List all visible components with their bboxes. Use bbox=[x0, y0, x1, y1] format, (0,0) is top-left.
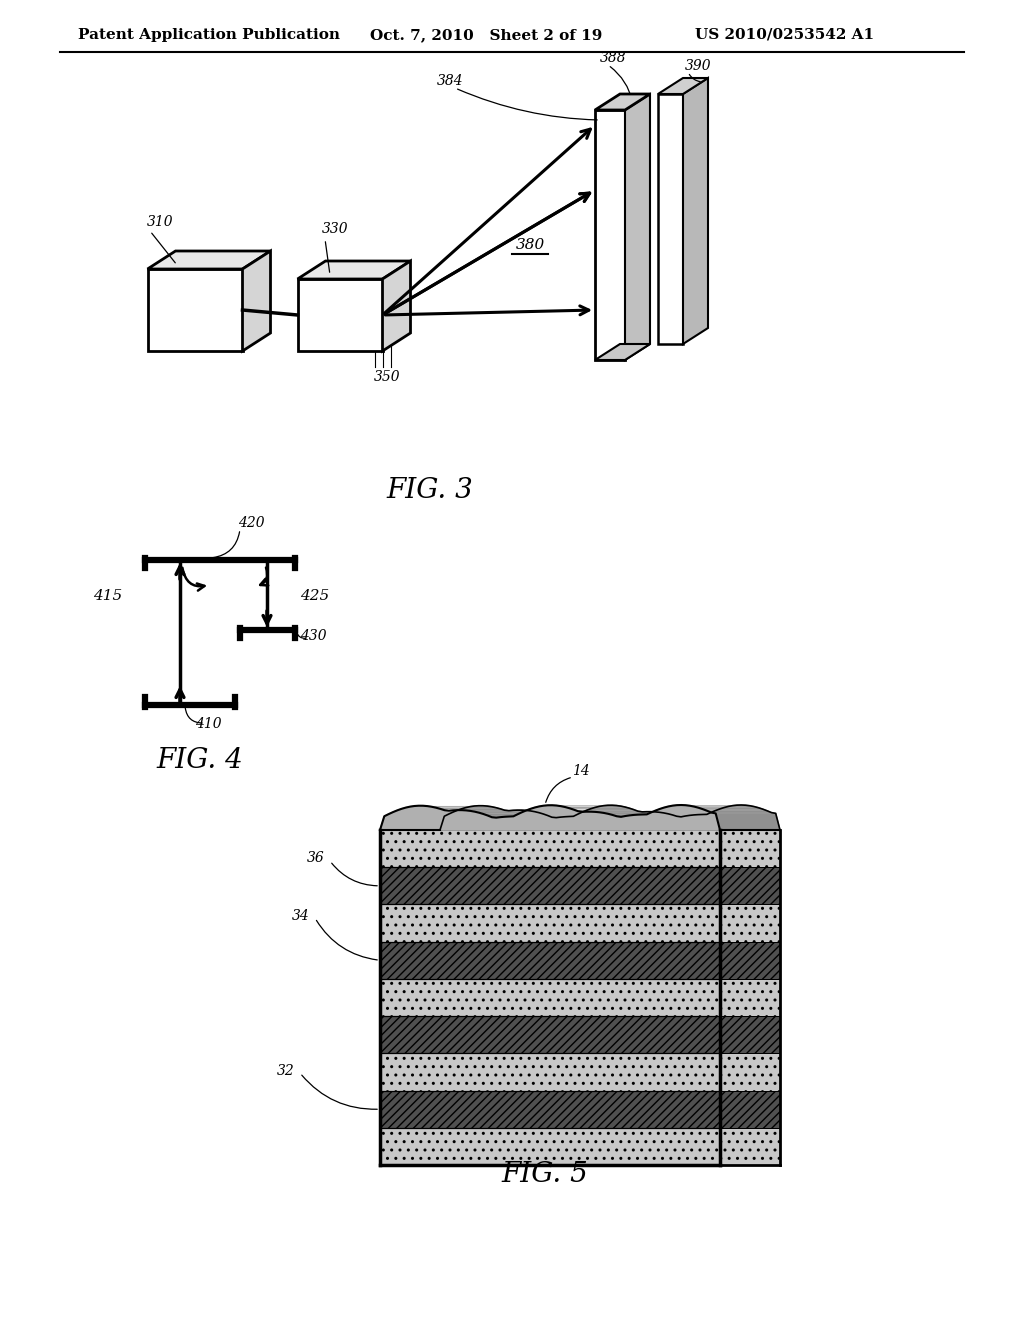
Polygon shape bbox=[683, 78, 708, 345]
Polygon shape bbox=[702, 809, 767, 810]
Polygon shape bbox=[380, 867, 720, 904]
Polygon shape bbox=[651, 810, 716, 812]
Polygon shape bbox=[380, 904, 720, 941]
Polygon shape bbox=[513, 814, 578, 816]
Text: 425: 425 bbox=[300, 589, 330, 603]
Polygon shape bbox=[720, 941, 780, 979]
Text: 36: 36 bbox=[307, 851, 325, 865]
Text: 430: 430 bbox=[300, 630, 327, 643]
Polygon shape bbox=[720, 1090, 780, 1127]
Polygon shape bbox=[440, 805, 780, 830]
Text: 415: 415 bbox=[93, 589, 122, 603]
Text: 350: 350 bbox=[374, 370, 400, 384]
Polygon shape bbox=[380, 1053, 720, 1090]
Polygon shape bbox=[720, 830, 780, 867]
Polygon shape bbox=[147, 269, 243, 351]
Text: 34: 34 bbox=[292, 909, 310, 923]
Polygon shape bbox=[659, 808, 724, 809]
Text: 380: 380 bbox=[515, 238, 545, 252]
Polygon shape bbox=[380, 830, 720, 867]
Polygon shape bbox=[393, 810, 457, 812]
Polygon shape bbox=[298, 279, 383, 351]
Polygon shape bbox=[487, 816, 552, 817]
Polygon shape bbox=[522, 810, 587, 812]
Polygon shape bbox=[720, 979, 780, 1016]
Text: 330: 330 bbox=[322, 222, 348, 236]
Text: Oct. 7, 2010   Sheet 2 of 19: Oct. 7, 2010 Sheet 2 of 19 bbox=[370, 28, 602, 42]
Polygon shape bbox=[720, 1016, 780, 1053]
Polygon shape bbox=[384, 814, 449, 816]
Text: 388: 388 bbox=[600, 51, 627, 65]
Polygon shape bbox=[243, 251, 270, 351]
Polygon shape bbox=[573, 809, 638, 812]
Text: 384: 384 bbox=[436, 74, 463, 88]
Polygon shape bbox=[720, 1127, 780, 1166]
Polygon shape bbox=[380, 1016, 720, 1053]
Polygon shape bbox=[595, 110, 625, 360]
Text: 14: 14 bbox=[572, 764, 590, 777]
Text: US 2010/0253542 A1: US 2010/0253542 A1 bbox=[695, 28, 874, 42]
Polygon shape bbox=[380, 1127, 720, 1166]
Polygon shape bbox=[147, 251, 270, 269]
Polygon shape bbox=[595, 345, 650, 360]
Polygon shape bbox=[720, 1053, 780, 1090]
Text: Patent Application Publication: Patent Application Publication bbox=[78, 28, 340, 42]
Polygon shape bbox=[595, 94, 650, 110]
Polygon shape bbox=[298, 261, 411, 279]
Polygon shape bbox=[530, 808, 595, 809]
Polygon shape bbox=[380, 979, 720, 1016]
Text: 32: 32 bbox=[278, 1064, 295, 1078]
Polygon shape bbox=[658, 78, 708, 94]
Polygon shape bbox=[720, 904, 780, 941]
Text: 410: 410 bbox=[195, 717, 221, 731]
Polygon shape bbox=[383, 261, 411, 351]
Polygon shape bbox=[380, 805, 720, 830]
Text: 390: 390 bbox=[685, 59, 712, 73]
Text: 310: 310 bbox=[147, 215, 174, 228]
Polygon shape bbox=[658, 94, 683, 345]
Text: 420: 420 bbox=[238, 516, 264, 531]
Polygon shape bbox=[625, 94, 650, 360]
Text: FIG. 4: FIG. 4 bbox=[157, 747, 244, 774]
Polygon shape bbox=[720, 867, 780, 904]
Text: FIG. 5: FIG. 5 bbox=[502, 1162, 589, 1188]
Polygon shape bbox=[380, 1090, 720, 1127]
Polygon shape bbox=[380, 941, 720, 979]
Text: FIG. 3: FIG. 3 bbox=[387, 477, 473, 503]
